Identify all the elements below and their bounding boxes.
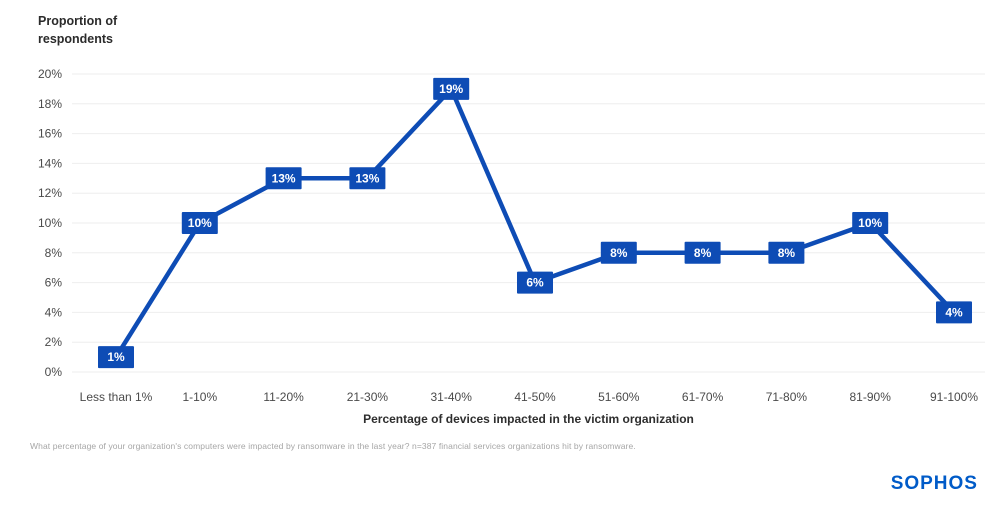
data-point-label: 8% xyxy=(694,246,712,260)
x-tick-label: 61-70% xyxy=(682,390,724,404)
y-tick-label: 4% xyxy=(45,305,63,319)
y-tick-label: 6% xyxy=(45,276,63,290)
x-tick-label: 11-20% xyxy=(263,390,304,404)
x-tick-label: 31-40% xyxy=(431,390,473,404)
data-point-label: 1% xyxy=(107,350,125,364)
x-tick-label: 1-10% xyxy=(182,390,217,404)
y-tick-label: 16% xyxy=(38,127,62,141)
x-tick-label: 41-50% xyxy=(514,390,556,404)
x-tick-label: Less than 1% xyxy=(80,390,153,404)
x-tick-label: 91-100% xyxy=(930,390,978,404)
data-point-label: 10% xyxy=(858,216,882,230)
data-point-label: 13% xyxy=(355,171,379,185)
data-point-marker xyxy=(98,346,134,369)
data-point-label: 4% xyxy=(945,305,963,319)
y-tick-label: 18% xyxy=(38,97,62,111)
data-point-marker xyxy=(684,241,721,264)
data-point-marker xyxy=(600,241,637,264)
x-tick-label: 21-30% xyxy=(347,390,389,404)
data-point-label: 8% xyxy=(610,246,628,260)
y-tick-label: 10% xyxy=(38,216,62,230)
data-point-marker xyxy=(517,271,553,294)
data-point-label: 6% xyxy=(526,276,544,290)
y-tick-label: 12% xyxy=(38,186,62,200)
y-axis-title: Proportion of respondents xyxy=(38,14,118,47)
y-tick-label: 20% xyxy=(38,67,62,81)
x-axis-title: Percentage of devices impacted in the vi… xyxy=(363,412,694,426)
x-tick-label: 51-60% xyxy=(598,390,640,404)
data-point-marker xyxy=(852,212,889,234)
y-tick-label: 2% xyxy=(45,335,63,349)
chart-footnote: What percentage of your organization's c… xyxy=(30,441,636,451)
data-point-label: 19% xyxy=(439,82,463,96)
data-point-marker xyxy=(265,167,302,190)
data-point-marker xyxy=(768,241,805,264)
data-point-label: 8% xyxy=(778,246,796,260)
y-tick-label: 14% xyxy=(38,156,62,170)
data-point-label: 10% xyxy=(188,216,212,230)
data-point-marker xyxy=(349,167,386,190)
y-tick-label: 0% xyxy=(45,365,63,379)
data-point-label: 13% xyxy=(272,171,296,185)
data-point-marker xyxy=(433,77,470,100)
data-point-marker xyxy=(181,212,218,234)
y-tick-label: 8% xyxy=(45,246,63,260)
x-tick-label: 71-80% xyxy=(766,390,808,404)
sophos-logo: SOPHOS xyxy=(890,473,978,494)
x-tick-label: 81-90% xyxy=(850,390,892,404)
data-point-marker xyxy=(936,301,972,324)
